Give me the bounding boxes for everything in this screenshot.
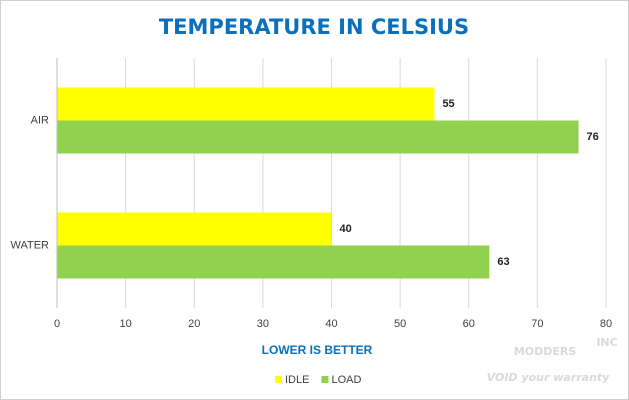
x-tick-label: 0 — [54, 318, 60, 330]
y-tick-label: AIR — [31, 114, 49, 126]
x-tick-label: 80 — [600, 318, 612, 330]
data-label: 55 — [442, 98, 454, 110]
x-tick-label: 30 — [257, 318, 269, 330]
x-tick-label: 10 — [120, 318, 132, 330]
data-label: 63 — [497, 256, 509, 268]
x-tick-label: 40 — [325, 318, 337, 330]
chart-title: TEMPERATURE IN CELSIUS — [159, 15, 469, 39]
watermark: VOID your warranty — [487, 371, 610, 384]
y-tick-label: WATER — [11, 239, 50, 251]
bar — [57, 245, 490, 279]
data-label: 76 — [587, 131, 599, 143]
x-tick-label: 50 — [394, 318, 406, 330]
x-axis-title: LOWER IS BETTER — [262, 343, 373, 357]
bar — [57, 212, 332, 246]
data-label: 40 — [340, 223, 352, 235]
bar — [57, 87, 435, 121]
watermark: MODDERS — [514, 345, 577, 358]
x-tick-label: 20 — [188, 318, 200, 330]
legend-swatch — [275, 376, 282, 383]
legend-swatch — [321, 376, 329, 383]
bar — [57, 120, 579, 154]
legend-label: IDLE — [285, 374, 309, 386]
legend-label: LOAD — [331, 374, 361, 386]
watermark: INC — [596, 336, 617, 349]
x-tick-label: 60 — [463, 318, 475, 330]
x-tick-label: 70 — [531, 318, 543, 330]
